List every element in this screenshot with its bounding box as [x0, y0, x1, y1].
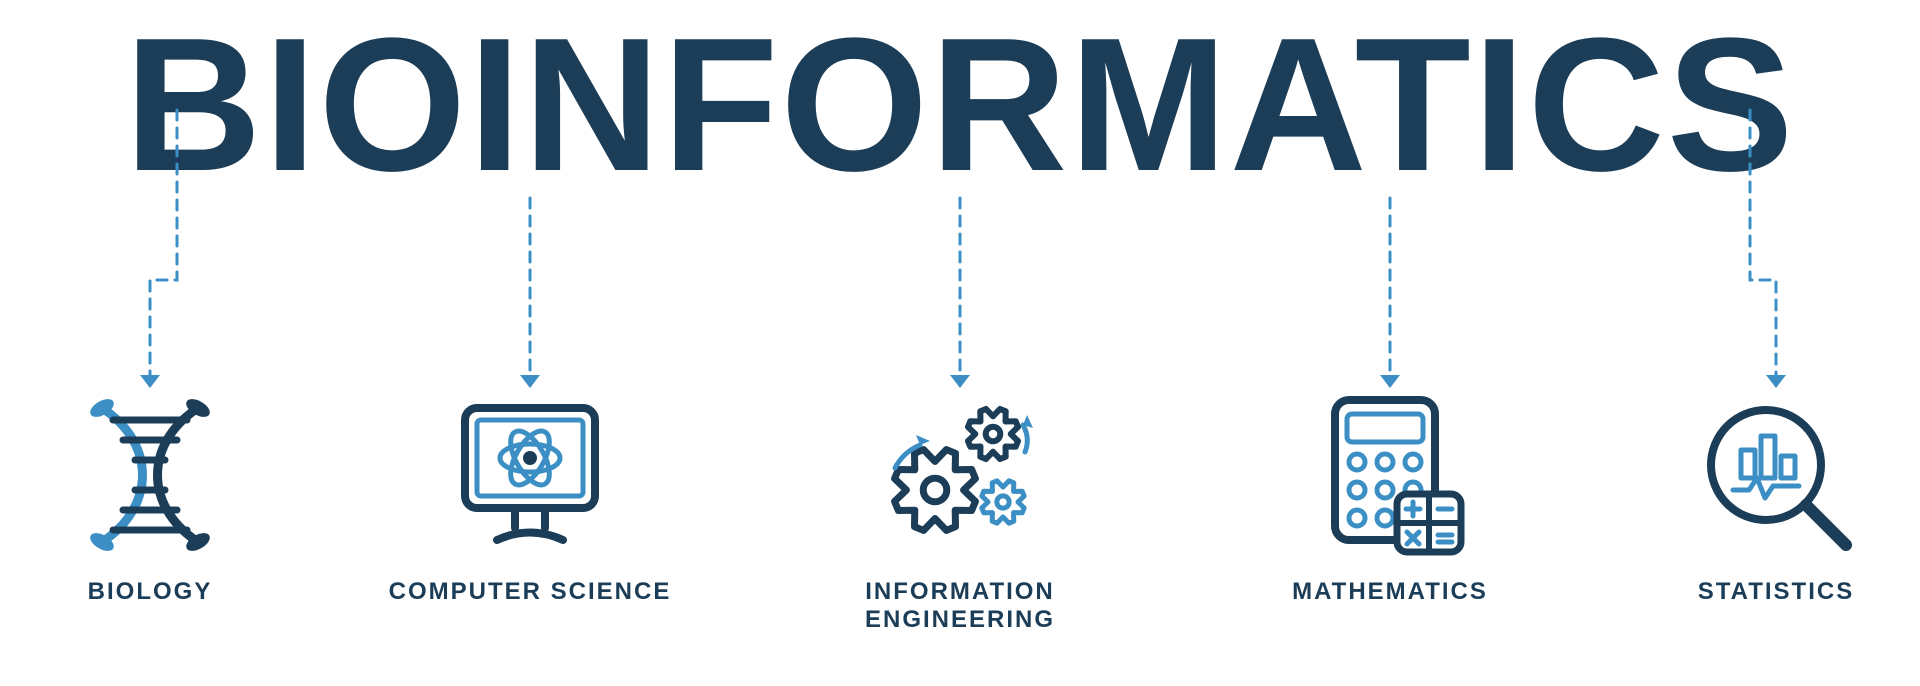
gears-icon [875, 390, 1045, 560]
calculator-icon [1305, 390, 1475, 560]
item-dna: BIOLOGY [0, 390, 320, 606]
item-calculator: MATHEMATICS [1220, 390, 1560, 606]
item-gears: INFORMATION ENGINEERING [790, 390, 1130, 634]
items-row: BIOLOGY COMPUTER SCIENCE [0, 390, 1920, 660]
item-label: MATHEMATICS [1292, 578, 1488, 606]
item-computer: COMPUTER SCIENCE [360, 390, 700, 606]
item-statistics: STATISTICS [1606, 390, 1920, 606]
computer-icon [445, 390, 615, 560]
item-label: COMPUTER SCIENCE [389, 578, 672, 606]
item-label: STATISTICS [1698, 578, 1854, 606]
item-label: INFORMATION ENGINEERING [790, 578, 1130, 634]
item-label: BIOLOGY [88, 578, 213, 606]
dna-icon [65, 390, 235, 560]
statistics-icon [1691, 390, 1861, 560]
page-title: BIOINFORMATICS [0, 10, 1920, 200]
